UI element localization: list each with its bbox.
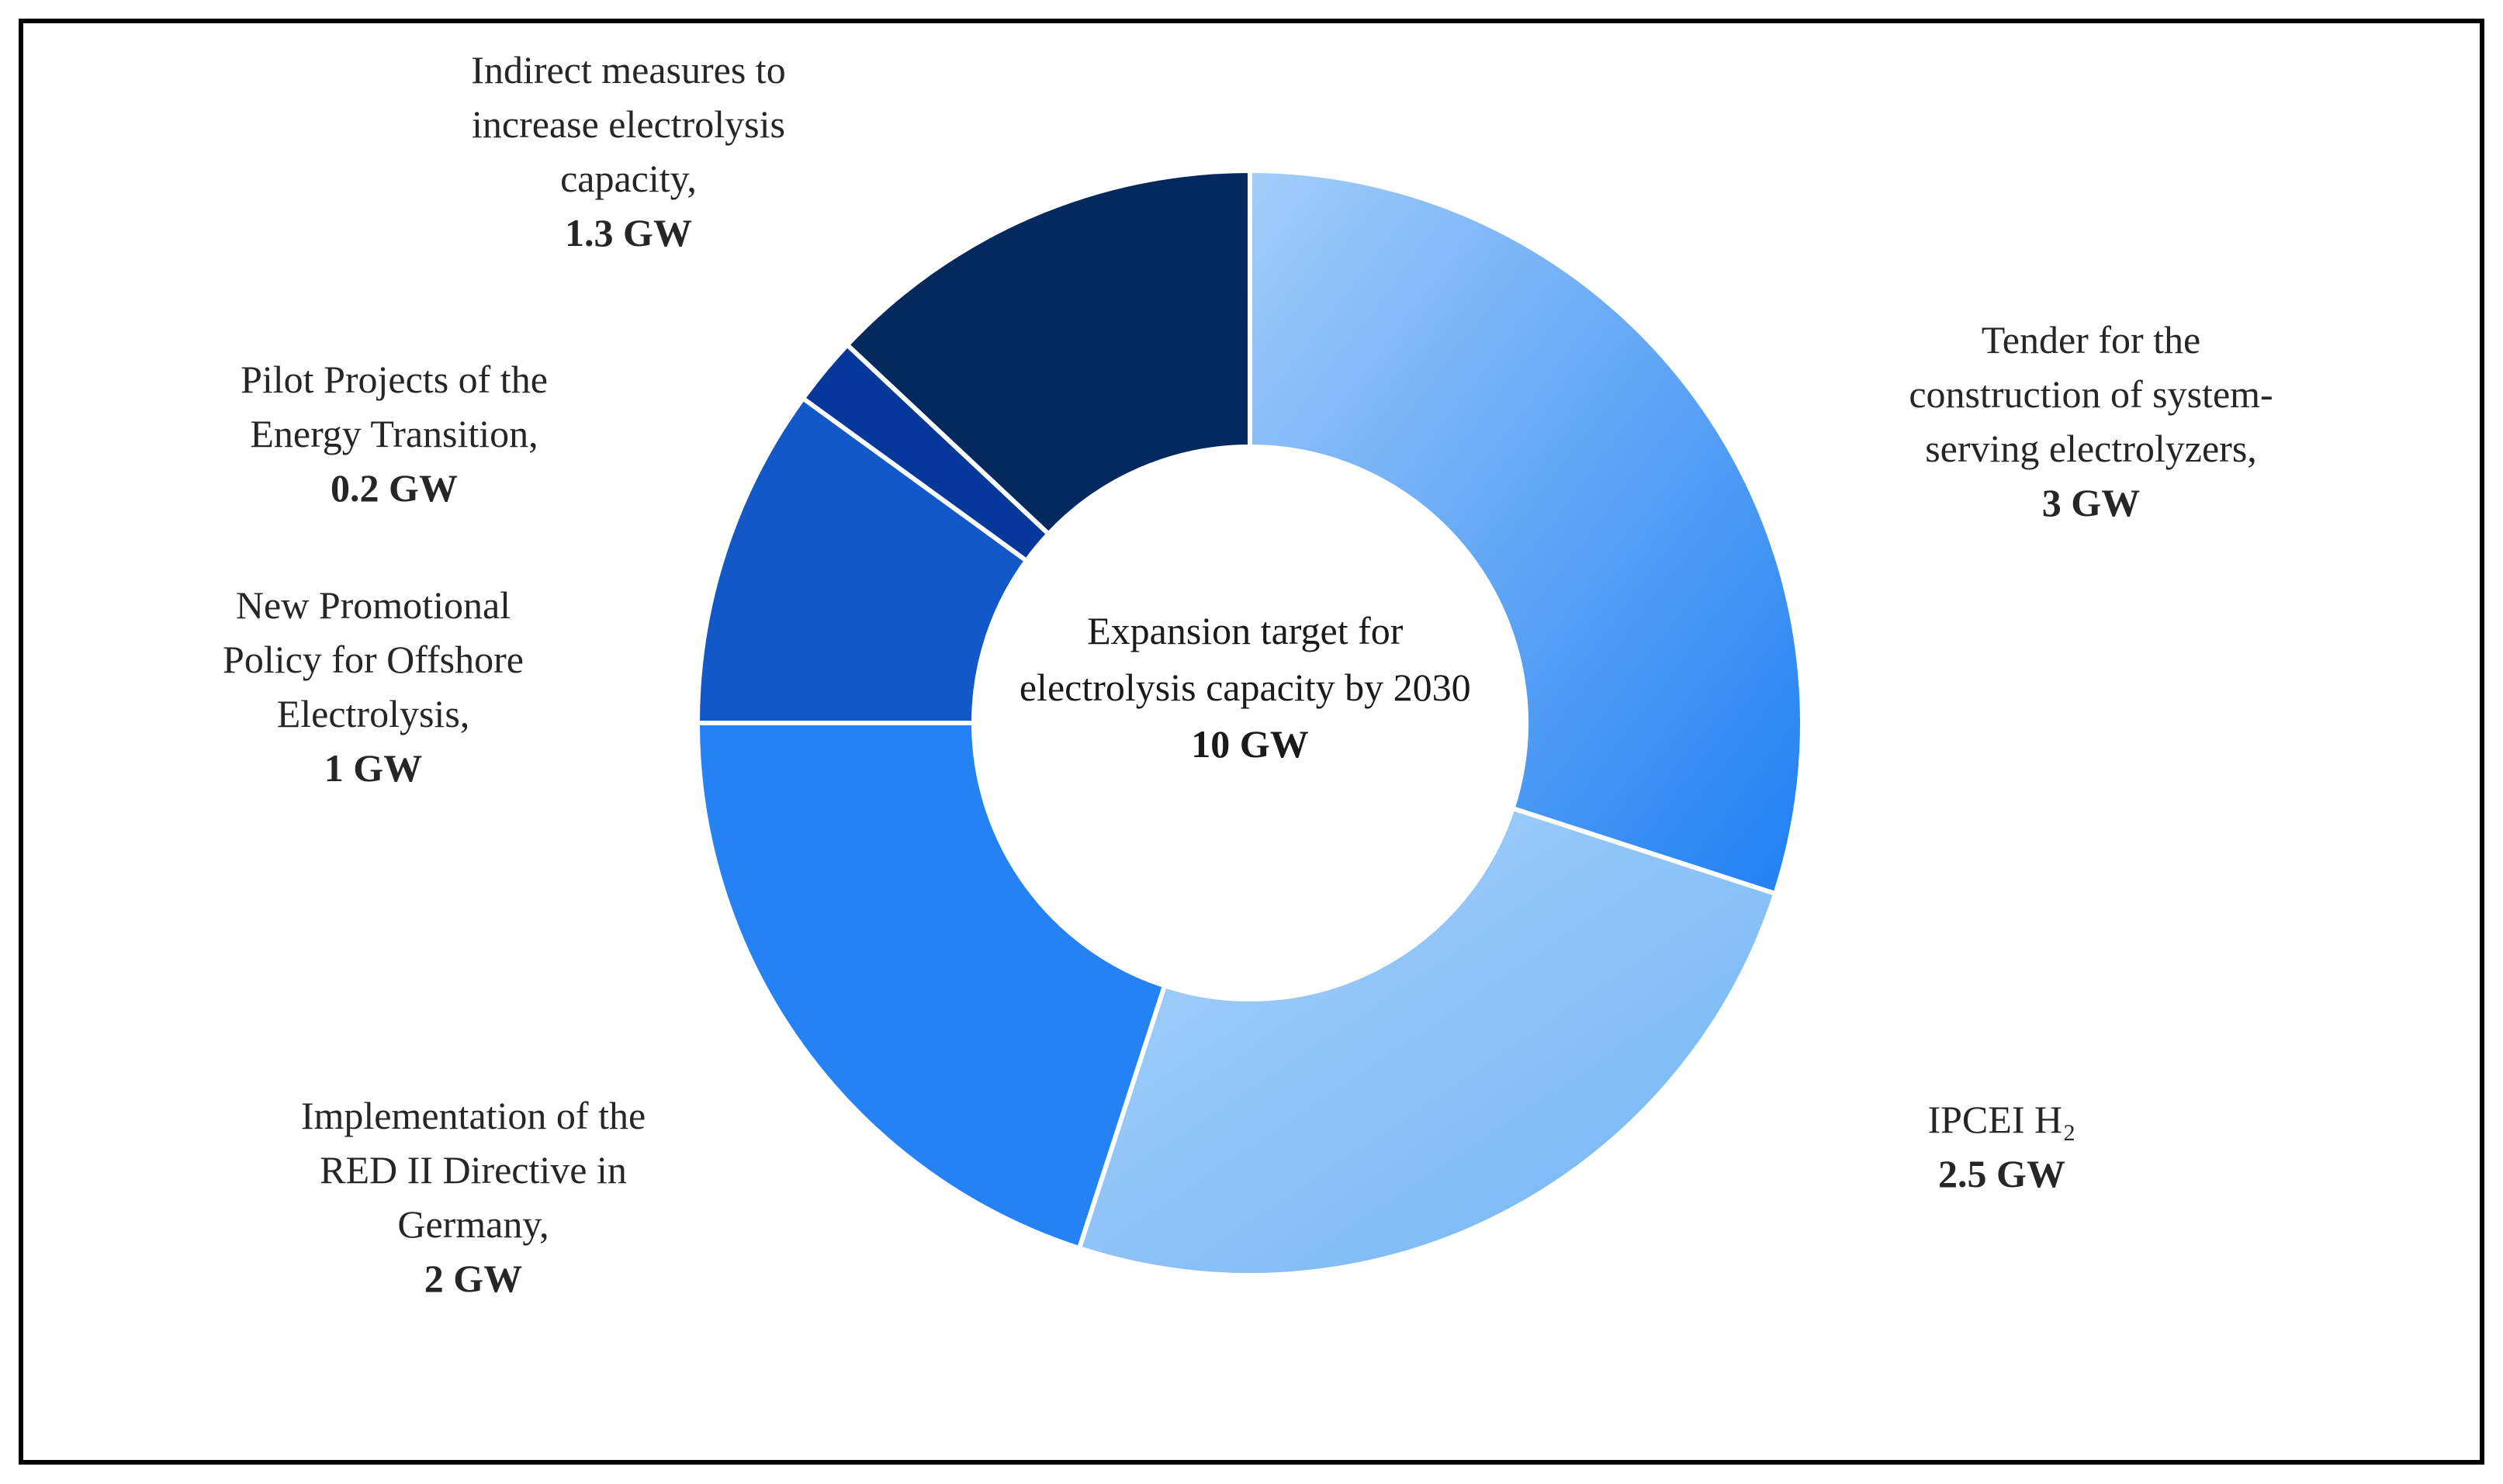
donut-slice [843,168,1252,538]
slice-label-line: increase electrolysis [472,102,785,146]
donut-slice [1248,168,1805,897]
slice-label-line: New Promotional [236,583,511,627]
slice-value-label: 3 GW [2042,481,2140,524]
donut-slice [694,395,1030,725]
slice-label: Pilot Projects of the Energy Transition, 0… [241,358,548,510]
slice-label-line: Electrolysis, [277,692,470,735]
slice-value-label: 0.2 GW [331,466,458,510]
slice-label-line: Pilot Projects of the [241,358,548,401]
slice-label-line: Tender for the [1982,318,2200,361]
slice-label: Tender for the construction of system-ser… [1909,318,2273,524]
slice-value-label: 1 GW [324,746,422,790]
center-label: Expansion target for electrolysis capaci… [1020,609,1480,766]
center-line: Expansion target for [1087,609,1404,652]
slice-label: IPCEI H₂ 2.5 GW [1927,1098,2075,1195]
slice-label-line: Energy Transition, [250,412,538,455]
center-value: 10 GW [1191,722,1308,766]
slice-label-line: construction of system- [1909,372,2273,416]
slices-layer [694,168,1805,1278]
slice-label: Implementation of the RED II Directive in… [301,1094,646,1300]
labels-layer: Tender for the construction of system-ser… [223,48,2273,1300]
donut-slice [694,721,1168,1251]
slice-label: New Promotional Policy for Offshore Electr… [223,583,524,790]
slice-label-line: Implementation of the [301,1094,646,1137]
donut-chart: Tender for the construction of system-ser… [223,48,2273,1300]
slice-label-line: Indirect measures to [471,48,785,92]
slice-label-line: Policy for Offshore [223,638,524,681]
slice-label-line: Germany, [397,1202,549,1246]
slice-label-line: IPCEI H₂ [1927,1098,2075,1141]
slice-value-label: 2.5 GW [1938,1152,2065,1195]
slice-label: Indirect measures to increase electrolysi… [471,48,785,254]
center-line: electrolysis capacity by 2030 [1020,666,1471,709]
slice-label-line: capacity, [560,157,697,200]
slice-label-line: RED II Directive in [320,1148,627,1192]
slice-value-label: 2 GW [424,1257,522,1300]
donut-slice [1076,805,1778,1278]
slice-label-line: serving electrolyzers, [1925,427,2257,470]
slice-value-label: 1.3 GW [565,211,692,254]
figure-frame: Tender for the construction of system-ser… [19,19,2484,1465]
